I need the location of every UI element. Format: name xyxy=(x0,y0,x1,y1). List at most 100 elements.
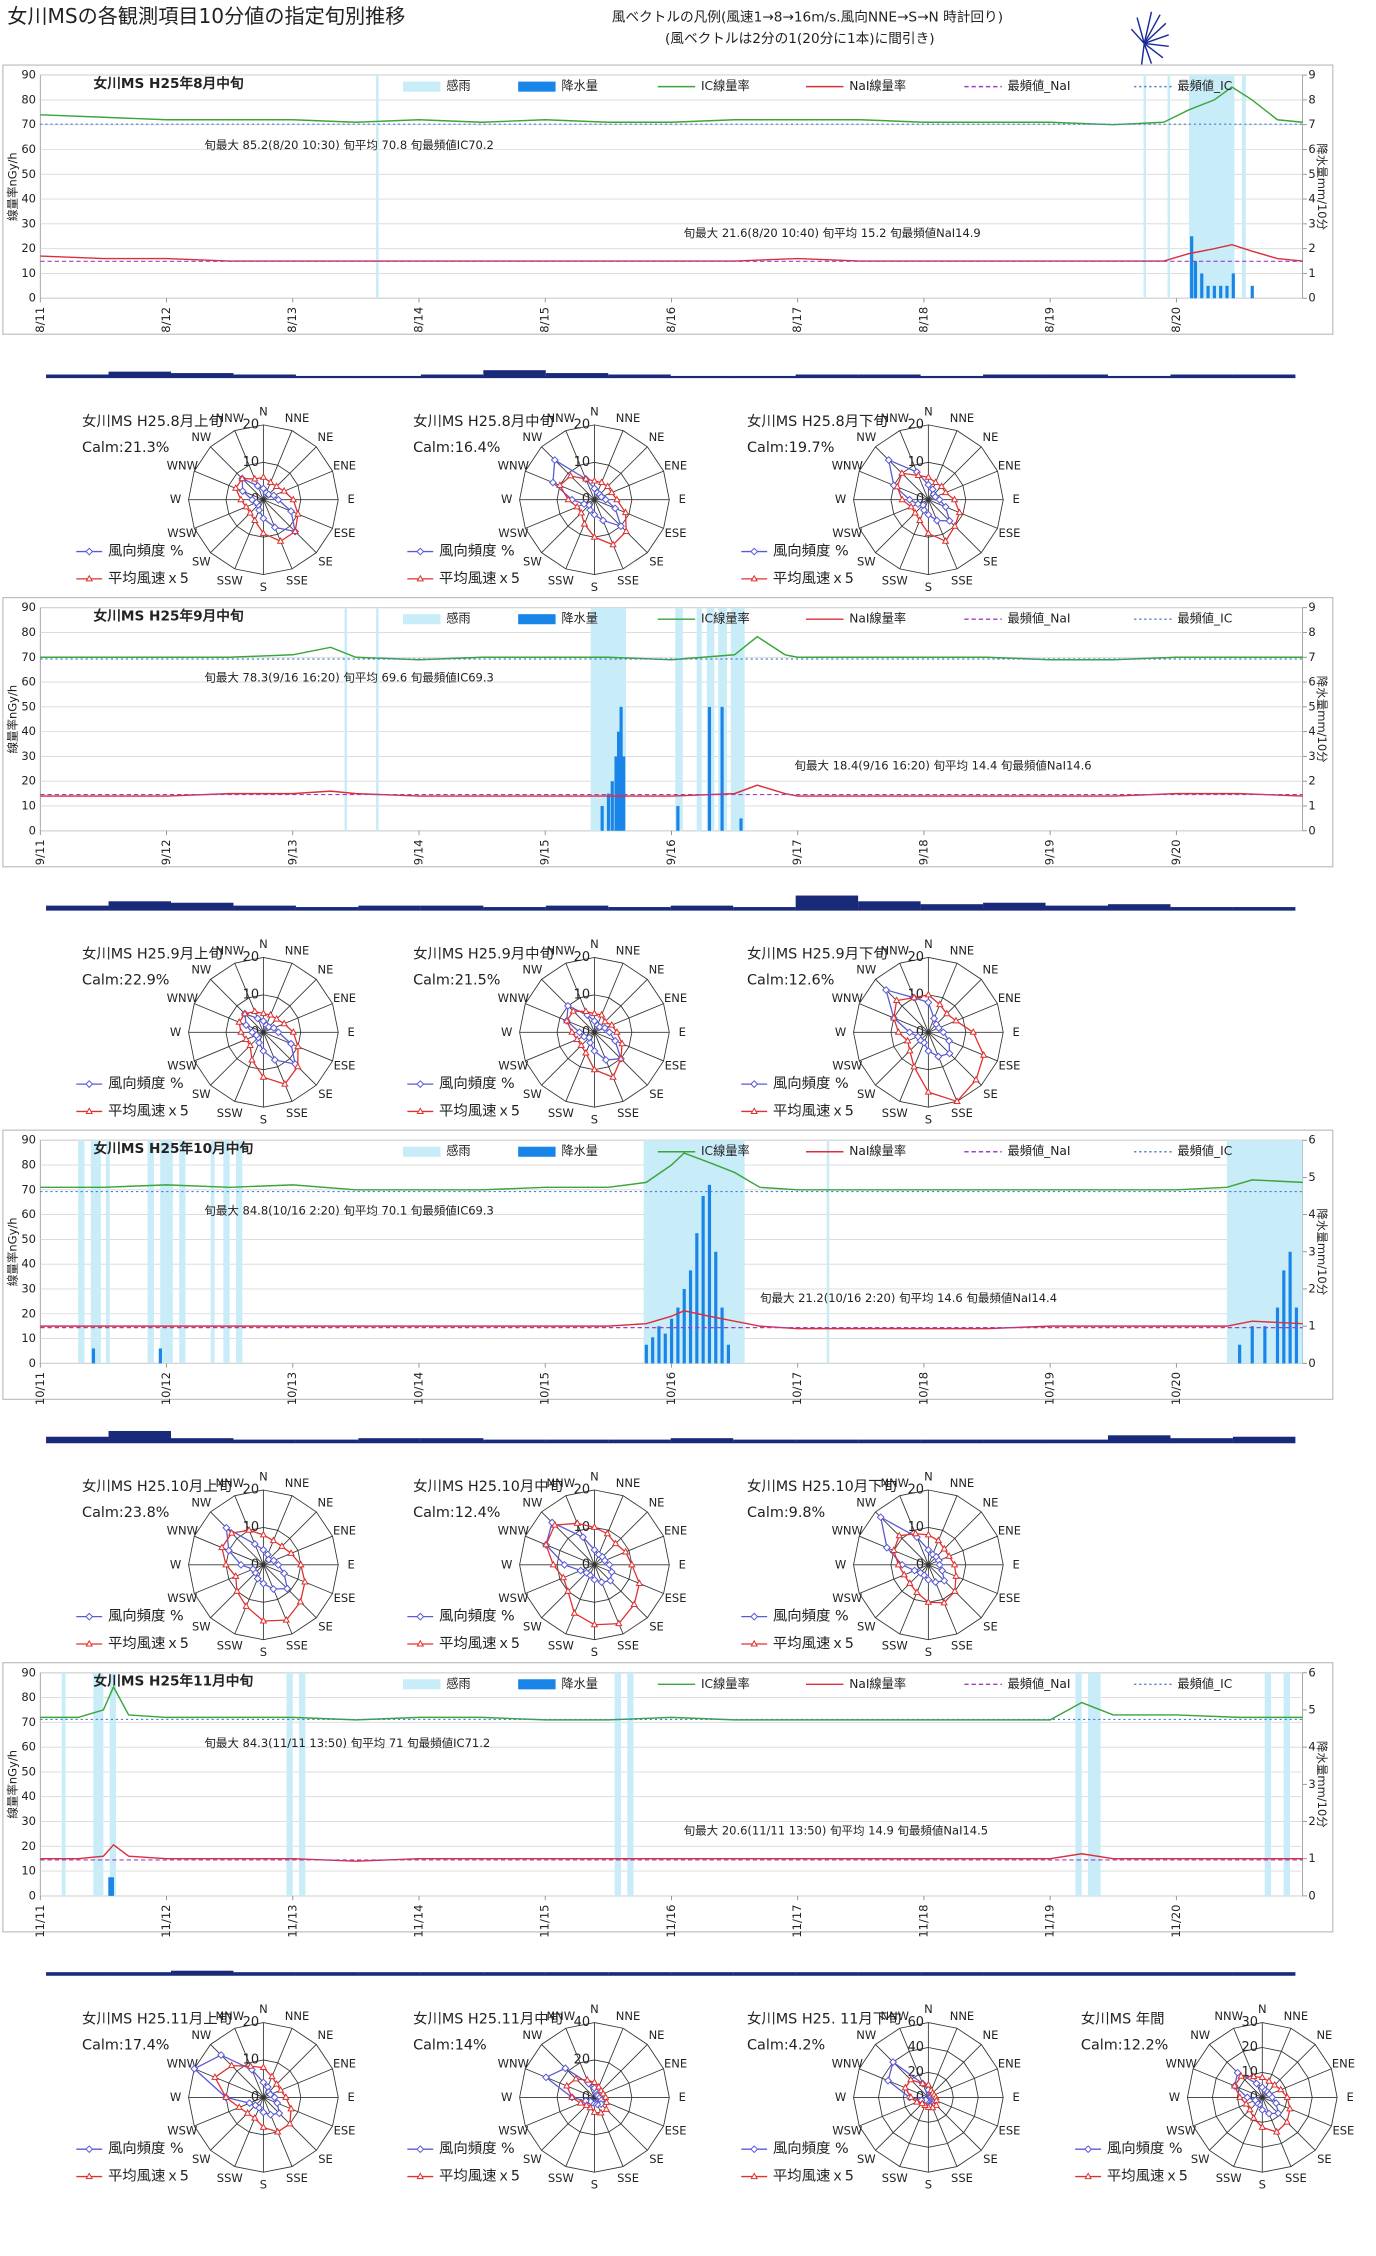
radar-marker xyxy=(269,1024,278,1032)
x-tick-label: 11/17 xyxy=(790,1905,804,1938)
y2-tick-label: 3 xyxy=(1308,1244,1315,1258)
rain-bar xyxy=(1212,285,1216,299)
chart-title: 女川MS H25年9月中旬 xyxy=(94,607,244,624)
wind-vector xyxy=(108,901,171,910)
radar-marker xyxy=(253,1574,262,1583)
x-tick-label: 11/16 xyxy=(664,1905,678,1938)
direction-label: NNW xyxy=(880,944,909,958)
calm-label: Calm:21.3% xyxy=(82,440,169,456)
radar-spoke xyxy=(875,2044,929,2098)
x-tick-label: 8/15 xyxy=(538,307,552,333)
radar-marker xyxy=(884,456,893,465)
legend-label: 降水量 xyxy=(561,612,598,626)
legend-label: 風向頻度 % xyxy=(1107,2140,1183,2157)
wind-vector xyxy=(1045,374,1108,378)
wind-vector xyxy=(1107,1435,1171,1443)
radar-marker xyxy=(911,1529,920,1537)
radar-marker xyxy=(542,1540,550,1548)
radar-marker xyxy=(882,985,890,994)
radar-marker xyxy=(577,1041,585,1049)
direction-label: N xyxy=(1258,2002,1267,2016)
legend-marker xyxy=(85,1107,93,1114)
direction-label: SSW xyxy=(217,573,243,587)
wind-vector xyxy=(545,905,609,910)
direction-label: ESE xyxy=(999,1058,1021,1072)
direction-label: S xyxy=(925,1113,932,1127)
direction-label: SSE xyxy=(617,2171,639,2185)
y-tick-label: 20 xyxy=(21,1306,36,1320)
wind-vector xyxy=(108,371,171,378)
radar-marker xyxy=(951,1587,959,1594)
radar-marker xyxy=(621,508,630,516)
calm-label: Calm:21.5% xyxy=(413,972,500,988)
radar-marker xyxy=(924,1575,933,1584)
annotation: 旬最大 18.4(9/16 16:20) 旬平均 14.4 旬最頻値NaI14.… xyxy=(795,759,1092,773)
y2-axis-label: 降水量mm/10分 xyxy=(1315,143,1329,230)
direction-label: NW xyxy=(856,430,876,444)
radar-spoke xyxy=(541,2044,595,2098)
radar-spoke xyxy=(859,2068,929,2098)
radar-marker xyxy=(601,495,610,504)
radar-tick-label: 20 xyxy=(243,950,259,965)
radar-marker xyxy=(255,1038,264,1047)
x-tick-label: 8/20 xyxy=(1169,307,1183,333)
wind-vector xyxy=(108,1430,171,1443)
direction-label: SSW xyxy=(548,2171,574,2185)
x-tick-label: 8/16 xyxy=(664,307,678,333)
radar-marker xyxy=(590,1620,599,1628)
x-tick-label: 8/17 xyxy=(790,307,804,333)
radar-marker xyxy=(581,2097,590,2105)
wind-vector xyxy=(483,907,546,910)
direction-label: SSW xyxy=(1216,2171,1242,2185)
direction-label: SSE xyxy=(286,2171,308,2185)
radar-marker xyxy=(615,1619,623,1627)
x-tick-label: 11/11 xyxy=(33,1905,47,1938)
rain-sensing xyxy=(675,607,683,831)
legend-label: 最頻値_IC xyxy=(1177,611,1232,626)
direction-label: NW xyxy=(191,430,211,444)
radar-marker xyxy=(940,1544,948,1552)
radar-marker xyxy=(227,2061,236,2069)
legend-label: 最頻値_IC xyxy=(1177,78,1232,93)
radar-marker xyxy=(630,1600,638,1608)
rain-bar xyxy=(676,1307,680,1364)
rain-bar xyxy=(707,706,712,831)
calm-label: Calm:17.4% xyxy=(82,2038,169,2054)
rain-bar xyxy=(610,781,614,831)
radar-marker xyxy=(259,2078,268,2087)
direction-label: SW xyxy=(192,1619,211,1633)
wind-vector-legend xyxy=(1130,11,1169,67)
direction-label: NNE xyxy=(285,944,309,958)
direction-label: SW xyxy=(857,2152,876,2166)
radar-spoke xyxy=(210,979,264,1033)
legend-label: 風向頻度 % xyxy=(773,543,849,560)
rain-bar xyxy=(707,1184,712,1364)
x-tick-label: 9/15 xyxy=(538,839,552,865)
rain-sensing xyxy=(93,1672,104,1896)
direction-label: NNE xyxy=(1284,2009,1308,2023)
wind-vector xyxy=(295,907,359,910)
direction-label: SW xyxy=(523,554,542,568)
radar-marker xyxy=(1237,2072,1245,2079)
radar-marker xyxy=(950,1560,959,1568)
legend-label: 風向頻度 % xyxy=(773,1075,849,1092)
radar-spoke xyxy=(875,2097,929,2151)
radar-marker xyxy=(259,1009,268,1017)
direction-label: SE xyxy=(318,2152,333,2166)
direction-label: SE xyxy=(649,2152,664,2166)
radar-spoke xyxy=(262,430,293,500)
legend-label: 風向頻度 % xyxy=(108,2140,184,2157)
radar-marker xyxy=(301,1577,309,1585)
direction-label: WSW xyxy=(167,1058,197,1072)
direction-label: S xyxy=(260,1113,267,1127)
radar-marker xyxy=(931,478,940,485)
radar-marker xyxy=(590,532,599,540)
radar-marker xyxy=(549,1560,558,1568)
radar-spoke xyxy=(194,499,264,529)
direction-label: SSE xyxy=(1285,2171,1307,2185)
radar-marker xyxy=(242,1602,250,1609)
wind-vector xyxy=(670,375,734,378)
calm-label: Calm:19.7% xyxy=(747,440,834,456)
